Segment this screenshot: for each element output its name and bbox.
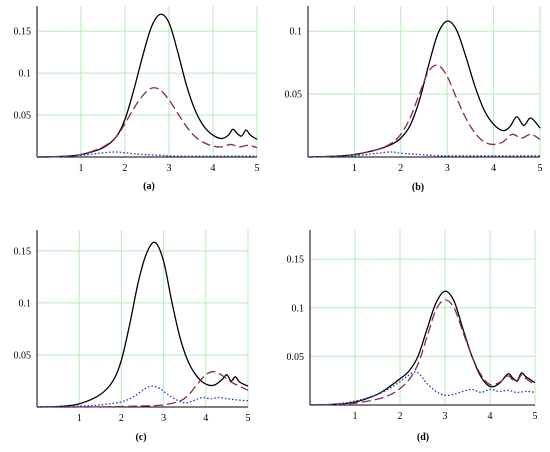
x-tick-label: 2 xyxy=(123,163,128,174)
series-dashed-line xyxy=(307,64,541,158)
x-tick-label: 5 xyxy=(538,163,543,174)
y-tick-label: 0.05 xyxy=(14,350,32,361)
panel-label: (b) xyxy=(412,182,424,193)
y-tick-label: 0.05 xyxy=(14,111,32,122)
chart-panel-3: 1 2 3 4 5 0.05 0.1 0.15 (c) xyxy=(14,230,251,443)
y-tick-label: 0.1 xyxy=(292,303,305,314)
series-dotted-line xyxy=(309,371,536,406)
panel-label: (c) xyxy=(135,432,146,443)
x-tick-label: 3 xyxy=(443,411,448,422)
x-tick-label: 4 xyxy=(491,163,496,174)
y-tick-label: 0.1 xyxy=(290,27,303,38)
x-tick-label: 4 xyxy=(203,413,208,424)
series-dotted-line xyxy=(307,151,540,158)
y-tick-label: 0.05 xyxy=(285,90,303,101)
x-tick-label: 2 xyxy=(119,413,124,424)
y-tick-label: 0.05 xyxy=(287,352,305,363)
x-tick-label: 5 xyxy=(255,163,260,174)
panel-label: (d) xyxy=(417,432,429,443)
x-tick-label: 1 xyxy=(353,411,358,422)
chart-panel-4: 1 2 3 4 5 0.05 0.1 0.15 (d) xyxy=(287,230,538,443)
series-solid-line xyxy=(36,241,249,408)
y-tick-label: 0.15 xyxy=(287,255,305,266)
x-tick-label: 5 xyxy=(533,411,538,422)
series-solid-line xyxy=(36,13,258,158)
x-tick-label: 3 xyxy=(445,163,450,174)
chart-panel-1: 1 2 3 4 5 0.05 0.1 0.15 (a) xyxy=(14,6,260,192)
series-dotted-line xyxy=(36,385,249,408)
series-solid-line xyxy=(309,290,536,406)
y-tick-label: 0.1 xyxy=(19,69,32,80)
x-tick-label: 2 xyxy=(398,163,403,174)
y-tick-label: 0.1 xyxy=(19,298,32,309)
x-tick-label: 3 xyxy=(167,163,172,174)
series-dotted-line xyxy=(36,151,257,158)
x-tick-label: 1 xyxy=(77,413,82,424)
series-dashed-line xyxy=(309,299,536,406)
series-dashed-line xyxy=(36,370,249,408)
series-solid-line xyxy=(307,20,541,158)
x-tick-label: 2 xyxy=(398,411,403,422)
series-dashed-line xyxy=(36,87,258,158)
x-tick-label: 1 xyxy=(352,163,357,174)
y-tick-label: 0.15 xyxy=(14,246,32,257)
y-tick-label: 0.15 xyxy=(14,27,32,38)
x-tick-label: 3 xyxy=(161,413,166,424)
x-tick-label: 4 xyxy=(211,163,216,174)
x-tick-label: 1 xyxy=(79,163,84,174)
x-tick-label: 5 xyxy=(246,413,251,424)
chart-panel-2: 1 2 3 4 5 0.05 0.1 (b) xyxy=(285,6,543,193)
x-tick-label: 4 xyxy=(488,411,493,422)
panel-label: (a) xyxy=(143,181,155,192)
